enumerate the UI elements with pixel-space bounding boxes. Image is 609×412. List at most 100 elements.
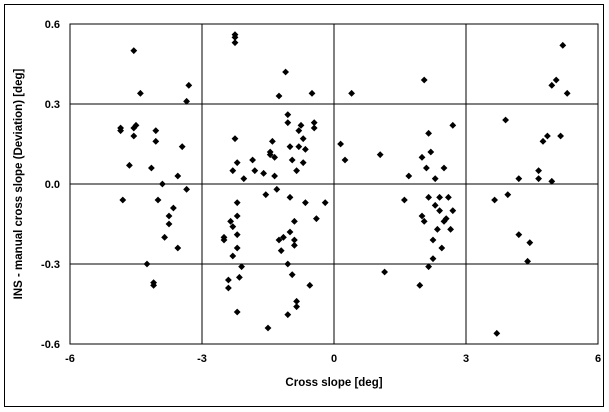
data-point [440, 164, 448, 172]
data-point [293, 303, 300, 311]
data-point [152, 127, 160, 135]
data-point [154, 196, 162, 204]
data-point [418, 153, 426, 161]
data-point [178, 143, 186, 151]
data-point [240, 175, 248, 183]
data-point [288, 271, 296, 279]
data-point [249, 156, 256, 164]
data-point [341, 156, 349, 164]
data-point [271, 153, 278, 161]
data-point [416, 281, 424, 289]
data-point [544, 132, 551, 140]
data-point [137, 89, 144, 97]
data-point [229, 252, 237, 260]
data-point [502, 116, 509, 124]
data-point [227, 217, 234, 225]
data-point [152, 137, 160, 145]
data-point [291, 241, 298, 249]
data-point [376, 151, 384, 159]
data-point [515, 231, 523, 239]
data-point [308, 89, 316, 97]
data-point [130, 132, 138, 140]
data-point [130, 47, 138, 55]
data-point [284, 260, 292, 268]
data-point [493, 329, 501, 337]
data-point [260, 169, 267, 177]
data-point [183, 185, 190, 193]
data-point [165, 212, 173, 220]
data-point [295, 143, 303, 151]
y-axis-label: INS - manual cross slope (Deviation) [de… [13, 68, 25, 299]
data-point [440, 217, 448, 225]
data-point [143, 260, 151, 268]
data-point [401, 196, 408, 204]
data-point [231, 33, 239, 41]
data-point [548, 81, 556, 89]
y-tick-label: 0.3 [45, 99, 60, 111]
y-tick-label: 0.6 [45, 19, 60, 31]
data-point [420, 76, 428, 84]
data-point [535, 167, 542, 175]
data-point [282, 68, 289, 76]
data-point [449, 121, 457, 129]
data-point [165, 220, 173, 228]
data-point [449, 207, 457, 215]
data-point [302, 145, 309, 153]
data-point [159, 180, 166, 188]
data-point [132, 121, 140, 129]
data-point [504, 191, 512, 199]
data-point [185, 81, 193, 89]
data-point [229, 167, 237, 175]
data-point [284, 311, 292, 319]
data-points [117, 31, 571, 337]
data-point [539, 137, 547, 145]
y-tick-labels: 0.6 0.3 0.0 -0.3 -0.6 [41, 19, 60, 351]
x-tick-label: -3 [197, 353, 207, 365]
data-point [277, 247, 285, 255]
data-point [310, 119, 318, 127]
data-point [231, 135, 239, 143]
data-point [117, 127, 124, 135]
x-tick-label: 6 [595, 353, 601, 365]
data-point [557, 132, 564, 140]
data-point [271, 172, 278, 180]
data-point [526, 239, 534, 247]
data-point [434, 225, 441, 233]
data-point [310, 124, 318, 132]
data-point [273, 185, 281, 193]
data-point [174, 244, 182, 252]
data-point [266, 148, 274, 156]
data-point [535, 175, 542, 183]
data-point [225, 276, 232, 284]
data-point [291, 217, 298, 225]
data-point [288, 156, 296, 164]
data-point [233, 159, 241, 167]
data-point [559, 41, 567, 49]
data-point [264, 324, 272, 332]
data-point [429, 236, 437, 244]
data-point [286, 143, 294, 151]
data-point [445, 193, 452, 201]
y-tick-label: -0.3 [41, 259, 60, 271]
data-point [183, 97, 190, 105]
data-point [436, 193, 443, 201]
data-point [233, 308, 241, 316]
data-point [225, 284, 232, 292]
data-point [231, 39, 239, 47]
data-point [286, 193, 294, 201]
data-point [442, 215, 450, 223]
data-point [438, 244, 446, 252]
data-point [425, 129, 432, 137]
data-point [284, 119, 292, 127]
data-point [299, 159, 307, 167]
data-point [447, 225, 454, 233]
data-point [275, 92, 283, 100]
data-point [233, 199, 241, 207]
data-point [295, 127, 303, 135]
plot-area [69, 23, 599, 345]
data-point [238, 263, 245, 271]
data-point [280, 233, 287, 241]
data-point [150, 279, 157, 287]
data-point [293, 297, 300, 305]
data-point [552, 76, 560, 84]
